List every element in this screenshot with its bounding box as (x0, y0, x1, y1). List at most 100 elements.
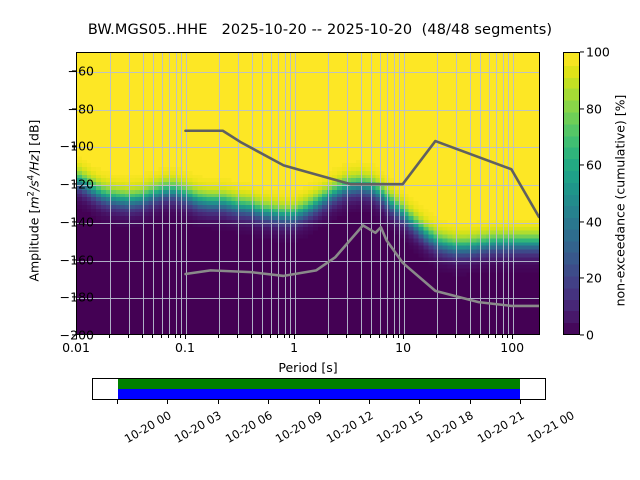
gridline-vertical (360, 53, 362, 334)
gridline-vertical (109, 53, 111, 334)
gridline-vertical (469, 53, 471, 334)
x-axis-minor-tick-mark (495, 335, 497, 338)
x-axis-minor-tick-mark (326, 335, 328, 338)
x-axis-tick-label: 0.01 (62, 340, 90, 355)
x-axis-minor-tick-mark (237, 335, 239, 338)
colorbar-tick-mark (580, 221, 584, 223)
low-noise-model-line (184, 224, 539, 308)
gridline-vertical (251, 53, 253, 334)
x-axis-minor-tick-mark (370, 335, 372, 338)
gridline-horizontal (77, 298, 539, 300)
timeline-tick-mark (318, 400, 320, 404)
x-axis-minor-tick-mark (386, 335, 388, 338)
data-coverage-strip[interactable] (92, 378, 546, 400)
gridline-vertical (393, 53, 395, 334)
timeline-tick-label: 10-21 00 (525, 408, 577, 446)
gridline-vertical (347, 53, 349, 334)
timeline-tick-mark (117, 400, 119, 404)
gridline-vertical (181, 53, 183, 334)
y-axis-tick-mark (72, 70, 76, 72)
timeline-tick-label: 10-20 00 (121, 408, 174, 446)
x-axis-minor-tick-mark (160, 335, 162, 338)
gridline-vertical (327, 53, 329, 334)
timeline-tick-mark (167, 400, 169, 404)
x-axis-minor-tick-mark (174, 335, 176, 338)
x-axis-minor-tick-mark (468, 335, 470, 338)
colorbar-label: non-exceedance (cumulative) [%] (612, 94, 628, 307)
timeline-tick-mark (217, 400, 219, 404)
gridline-vertical (186, 53, 187, 334)
colorbar-tick-label: 40 (586, 214, 602, 230)
x-axis-minor-tick-mark (392, 335, 394, 338)
y-axis-tick-mark (72, 183, 76, 185)
x-axis-tick-mark (76, 335, 78, 339)
y-axis-label-hz: /Hz (26, 154, 42, 175)
y-axis-label: Amplitude [m2/s4/Hz] [dB] (26, 71, 41, 331)
x-axis-tick-label: 100 (500, 340, 525, 355)
x-axis-minor-tick-mark (455, 335, 457, 338)
colorbar[interactable] (563, 52, 580, 335)
gridline-vertical (496, 53, 498, 334)
x-axis-tick-mark (294, 335, 296, 339)
colorbar-tick-mark (580, 334, 584, 336)
gridline-vertical (175, 53, 177, 334)
y-axis-tick-mark (72, 334, 76, 336)
gridline-vertical (456, 53, 458, 334)
y-axis-label-m: m (26, 196, 42, 209)
gridline-vertical (284, 53, 286, 334)
gridline-horizontal (77, 185, 539, 187)
y-axis-tick-label: −160 (59, 252, 94, 268)
timeline-tick-label: 10-20 18 (424, 408, 477, 446)
gridline-horizontal (77, 260, 539, 262)
colorbar-tick-mark (580, 108, 584, 110)
gridline-horizontal (77, 71, 539, 73)
gridline-vertical (371, 53, 373, 334)
gridline-vertical (142, 53, 144, 334)
gridline-vertical (513, 53, 515, 334)
gridline-vertical (169, 53, 171, 334)
x-axis-minor-tick-mark (269, 335, 271, 338)
x-axis-minor-tick-mark (501, 335, 503, 338)
gridline-vertical (290, 53, 292, 334)
x-axis-minor-tick-mark (359, 335, 361, 338)
timeline-tick-mark (368, 400, 370, 404)
x-axis-minor-tick-mark (141, 335, 143, 338)
y-axis-label-sup4: 4 (26, 174, 37, 181)
gridline-vertical (379, 53, 381, 334)
y-axis-tick-mark (72, 108, 76, 110)
gridline-vertical (489, 53, 490, 334)
y-axis-tick-label: −140 (59, 214, 94, 230)
y-axis-label-post: ] [dB] (26, 119, 42, 155)
x-axis-label: Period [s] (278, 360, 338, 375)
y-axis-tick-label: −80 (67, 101, 94, 117)
x-axis-minor-tick-mark (488, 335, 489, 338)
x-axis-minor-tick-mark (128, 335, 129, 338)
gridline-vertical (436, 53, 438, 334)
timeline-tick-label: 10-20 06 (222, 408, 275, 446)
timeline-tick-label: 10-20 09 (273, 408, 325, 446)
x-axis-minor-tick-mark (261, 335, 263, 338)
x-axis-minor-tick-mark (283, 335, 285, 338)
y-axis-label-sup2: 2 (26, 191, 37, 197)
coverage-band-green (118, 379, 520, 389)
gridline-vertical (153, 53, 155, 334)
y-axis-label-pre: Amplitude [ (26, 208, 42, 282)
gridline-vertical (238, 53, 240, 334)
gridline-vertical (508, 53, 510, 334)
x-axis-minor-tick-mark (108, 335, 110, 338)
colorbar-tick-label: 100 (586, 44, 610, 60)
x-axis-minor-tick-mark (346, 335, 348, 338)
x-axis-minor-tick-mark (435, 335, 437, 338)
ppsd-plot-area[interactable] (76, 52, 540, 335)
gridline-vertical (480, 53, 482, 334)
colorbar-tick-label: 20 (586, 270, 602, 286)
x-axis-tick-mark (185, 335, 187, 339)
gridline-vertical (262, 53, 264, 334)
x-axis-minor-tick-mark (168, 335, 170, 338)
gridline-vertical (278, 53, 280, 334)
gridline-horizontal (77, 147, 539, 149)
x-axis-minor-tick-mark (398, 335, 400, 338)
x-axis-tick-label: 0.1 (175, 340, 195, 355)
gridline-vertical (502, 53, 504, 334)
